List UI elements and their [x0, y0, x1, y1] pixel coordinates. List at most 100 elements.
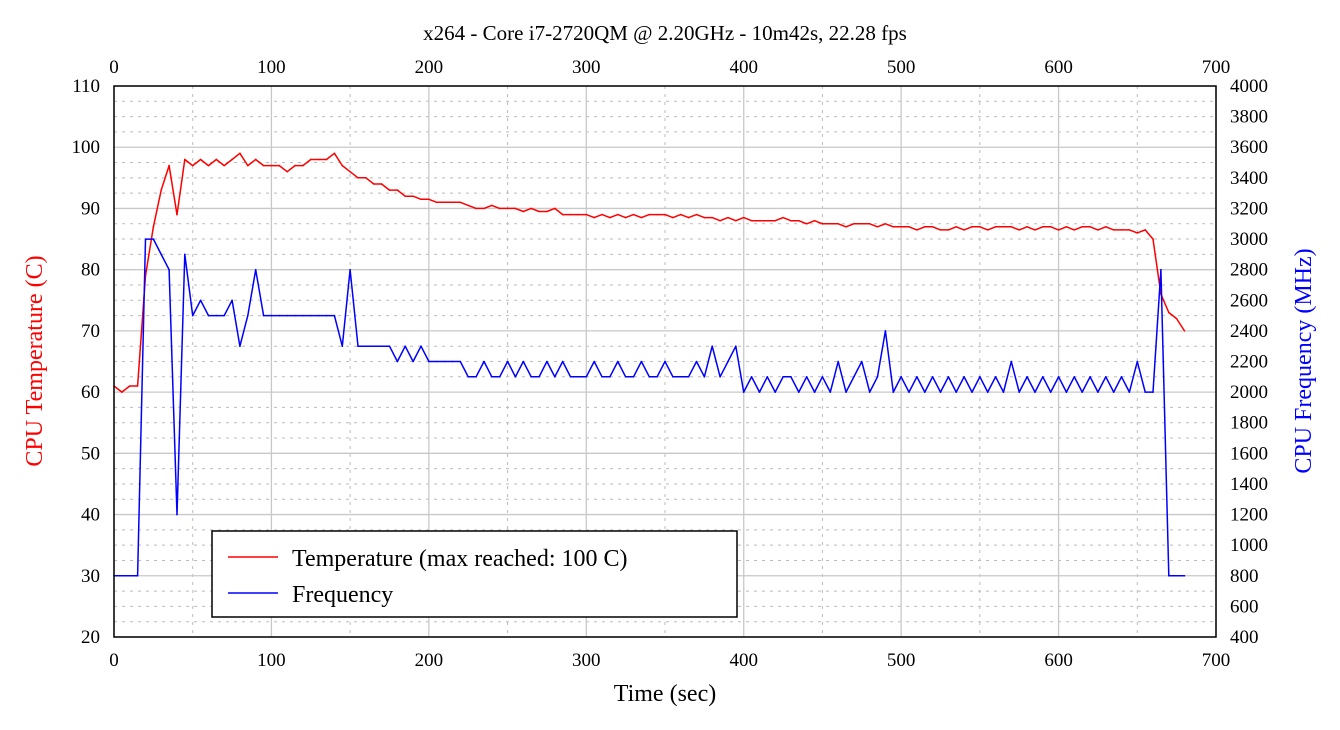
temperature-point	[1120, 229, 1123, 231]
frequency-point	[640, 360, 643, 363]
y-tick-label-left: 30	[81, 566, 100, 587]
frequency-point	[585, 376, 588, 378]
y-tick-label-left: 100	[72, 137, 101, 158]
frequency-point	[428, 360, 430, 363]
temperature-point	[916, 229, 918, 231]
frequency-point	[939, 391, 942, 393]
temperature-point	[184, 158, 186, 161]
chart-title: x264 - Core i7-2720QM @ 2.20GHz - 10m42s…	[423, 21, 907, 45]
x-tick-label-bottom: 200	[415, 650, 444, 671]
frequency-point	[412, 360, 414, 363]
frequency-point	[774, 391, 776, 393]
frequency-point	[491, 376, 493, 378]
temperature-point	[451, 201, 454, 204]
y-tick-label-left: 50	[81, 443, 100, 464]
y2-tick-label-right: 1000	[1230, 535, 1268, 556]
frequency-point	[1057, 376, 1060, 378]
temperature-point	[703, 216, 706, 219]
frequency-point	[664, 360, 666, 363]
x-tick-label-bottom: 0	[109, 650, 119, 671]
temperature-point	[121, 391, 123, 393]
frequency-point	[254, 268, 257, 271]
temperature-point	[199, 158, 202, 161]
frequency-point	[648, 376, 651, 378]
temperature-point	[420, 198, 422, 201]
frequency-point	[443, 360, 446, 363]
frequency-point	[994, 376, 997, 378]
temperature-point	[1026, 226, 1028, 228]
frequency-point	[687, 376, 690, 378]
temperature-point	[357, 177, 359, 179]
frequency-point	[609, 376, 611, 378]
x-tick-label-top: 100	[257, 57, 286, 78]
temperature-point	[428, 198, 430, 201]
x-tick-label-top: 400	[729, 57, 758, 78]
frequency-point	[782, 376, 784, 378]
temperature-point	[333, 152, 336, 155]
temperature-point	[435, 201, 438, 204]
frequency-point	[829, 391, 832, 393]
frequency-point	[168, 268, 170, 271]
frequency-point	[317, 314, 320, 317]
temperature-point	[317, 158, 320, 161]
temperature-point	[648, 213, 651, 216]
frequency-point	[672, 376, 674, 378]
temperature-point	[860, 222, 863, 225]
frequency-point	[483, 360, 485, 363]
frequency-point	[569, 376, 572, 378]
temperature-point	[443, 201, 446, 204]
temperature-point	[1049, 226, 1052, 228]
y2-tick-label-right: 800	[1230, 566, 1259, 587]
frequency-point	[601, 376, 603, 378]
temperature-point	[672, 216, 674, 219]
y2-tick-label-right: 1400	[1230, 474, 1268, 495]
temperature-point	[1144, 229, 1146, 231]
temperature-point	[168, 164, 170, 167]
frequency-point	[876, 376, 879, 378]
y2-tick-label-right: 3200	[1230, 198, 1268, 219]
temperature-point	[522, 210, 525, 213]
temperature-point	[1112, 229, 1115, 231]
temperature-point	[758, 219, 761, 222]
frequency-point	[750, 376, 753, 378]
temperature-point	[711, 216, 714, 219]
frequency-point	[577, 376, 580, 378]
temperature-point	[774, 219, 776, 222]
temperature-point	[1018, 229, 1021, 231]
frequency-point	[554, 376, 556, 378]
temperature-point	[388, 189, 391, 191]
frequency-point	[916, 376, 918, 378]
temperature-point	[994, 226, 997, 228]
y2-tick-label-right: 2200	[1230, 352, 1268, 373]
frequency-point	[1160, 268, 1162, 271]
frequency-point	[144, 238, 147, 240]
temperature-point	[380, 183, 383, 185]
frequency-point	[514, 376, 517, 378]
frequency-point	[522, 360, 525, 363]
frequency-point	[341, 345, 344, 347]
frequency-point	[1136, 360, 1139, 363]
temperature-point	[1089, 226, 1091, 228]
temperature-point	[616, 213, 619, 216]
frequency-point	[231, 299, 233, 302]
frequency-point	[451, 360, 454, 363]
frequency-point	[798, 391, 800, 393]
frequency-point	[286, 314, 288, 317]
frequency-point	[860, 360, 863, 363]
frequency-point	[624, 376, 627, 378]
frequency-point	[790, 376, 792, 378]
frequency-point	[1042, 376, 1044, 378]
temperature-point	[1081, 226, 1083, 228]
temperature-point	[923, 226, 926, 228]
temperature-point	[1097, 229, 1099, 231]
temperature-point	[491, 204, 493, 207]
y2-tick-label-right: 2000	[1230, 382, 1268, 403]
frequency-point	[404, 345, 407, 347]
temperature-point	[459, 201, 462, 204]
frequency-point	[805, 376, 808, 378]
frequency-point	[1010, 360, 1013, 363]
legend-box	[211, 530, 738, 618]
temperature-point	[278, 164, 281, 167]
x-tick-label-top: 300	[572, 57, 601, 78]
frequency-point	[498, 376, 501, 378]
